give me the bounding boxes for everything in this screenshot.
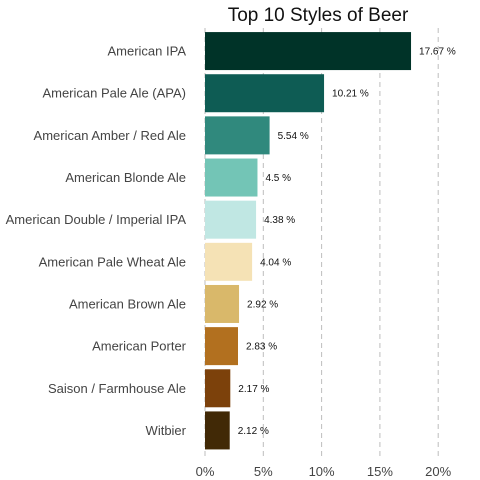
bar: [205, 411, 230, 450]
category-label: American Blonde Ale: [65, 170, 186, 185]
x-tick-label: 10%: [309, 464, 335, 479]
x-tick-label: 5%: [254, 464, 273, 479]
category-label: American Amber / Red Ale: [34, 128, 186, 143]
data-label: 10.21 %: [332, 89, 369, 100]
data-label: 17.67 %: [419, 47, 456, 58]
category-label: American Double / Imperial IPA: [6, 212, 187, 227]
bar: [205, 284, 240, 323]
data-label: 4.04 %: [260, 257, 291, 268]
bar: [205, 116, 270, 155]
bar: [205, 74, 325, 113]
data-label: 2.92 %: [247, 299, 278, 310]
category-axis-labels: American IPA American Pale Ale (APA) Ameri…: [6, 44, 187, 438]
chart-title: Top 10 Styles of Beer: [228, 5, 409, 26]
data-label: 2.83 %: [246, 342, 277, 353]
category-label: American IPA: [107, 44, 186, 59]
x-tick-label: 20%: [425, 464, 451, 479]
bars: [205, 32, 412, 450]
category-label: Witbier: [146, 423, 187, 438]
bar: [205, 32, 412, 71]
x-tick-label: 15%: [367, 464, 393, 479]
category-label: American Brown Ale: [69, 296, 186, 311]
bar: [205, 200, 257, 239]
bar: [205, 242, 253, 281]
category-label: American Pale Ale (APA): [42, 86, 186, 101]
x-tick-label: 0%: [196, 464, 215, 479]
data-labels: 17.67 % 10.21 % 5.54 % 4.5 % 4.38 % 4.04 % 2.9…: [238, 47, 456, 437]
category-label: American Pale Wheat Ale: [39, 254, 186, 269]
data-label: 2.17 %: [238, 384, 269, 395]
bar: [205, 158, 258, 197]
data-label: 2.12 %: [238, 426, 269, 437]
category-label: Saison / Farmhouse Ale: [48, 381, 186, 396]
bar: [205, 369, 231, 408]
category-label: American Porter: [92, 339, 187, 354]
bar: [205, 327, 238, 366]
data-label: 4.38 %: [264, 215, 295, 226]
data-label: 5.54 %: [278, 131, 309, 142]
x-axis-tick-labels: 0% 5% 10% 15% 20%: [196, 464, 452, 479]
data-label: 4.5 %: [265, 173, 291, 184]
